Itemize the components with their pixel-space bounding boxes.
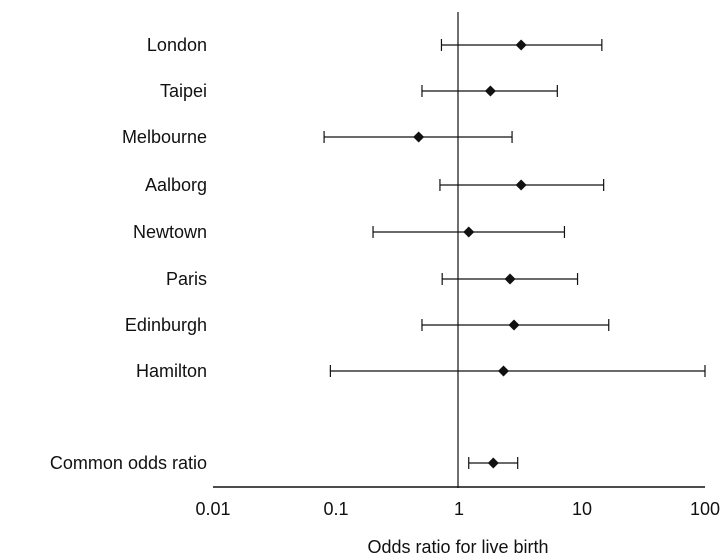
row-label: Aalborg [145,175,207,195]
x-axis-ticks: 0.01 0.1 1 10 100 [195,499,720,519]
odds-ratio-point [515,39,527,51]
odds-ratio-point [504,273,516,285]
row-label: London [147,35,207,55]
row-london: London [147,35,603,55]
row-aalborg: Aalborg [145,175,605,195]
row-common-odds-ratio: Common odds ratio [50,453,519,473]
row-edinburgh: Edinburgh [125,315,610,335]
row-hamilton: Hamilton [136,361,706,381]
row-taipei: Taipei [160,81,558,101]
odds-ratio-point [515,179,527,191]
row-paris: Paris [166,269,579,289]
odds-ratio-point [413,131,425,143]
odds-ratio-point [487,457,499,469]
odds-ratio-point [484,85,496,97]
x-axis-label: Odds ratio for live birth [367,537,548,557]
x-tick-label: 0.01 [195,499,230,519]
row-melbourne: Melbourne [122,127,513,147]
x-tick-label: 10 [572,499,592,519]
row-label: Taipei [160,81,207,101]
row-newtown: Newtown [133,222,566,242]
odds-ratio-point [508,319,520,331]
odds-ratio-point [497,365,509,377]
row-label: Paris [166,269,207,289]
odds-ratio-point [463,226,475,238]
row-label: Common odds ratio [50,453,207,473]
x-tick-label: 100 [690,499,720,519]
row-label: Hamilton [136,361,207,381]
row-label: Melbourne [122,127,207,147]
x-tick-label: 1 [454,499,464,519]
study-rows: London Taipei Melbourne Aalborg Newtown Paris… [50,35,706,473]
x-tick-label: 0.1 [323,499,348,519]
row-label: Edinburgh [125,315,207,335]
row-label: Newtown [133,222,207,242]
